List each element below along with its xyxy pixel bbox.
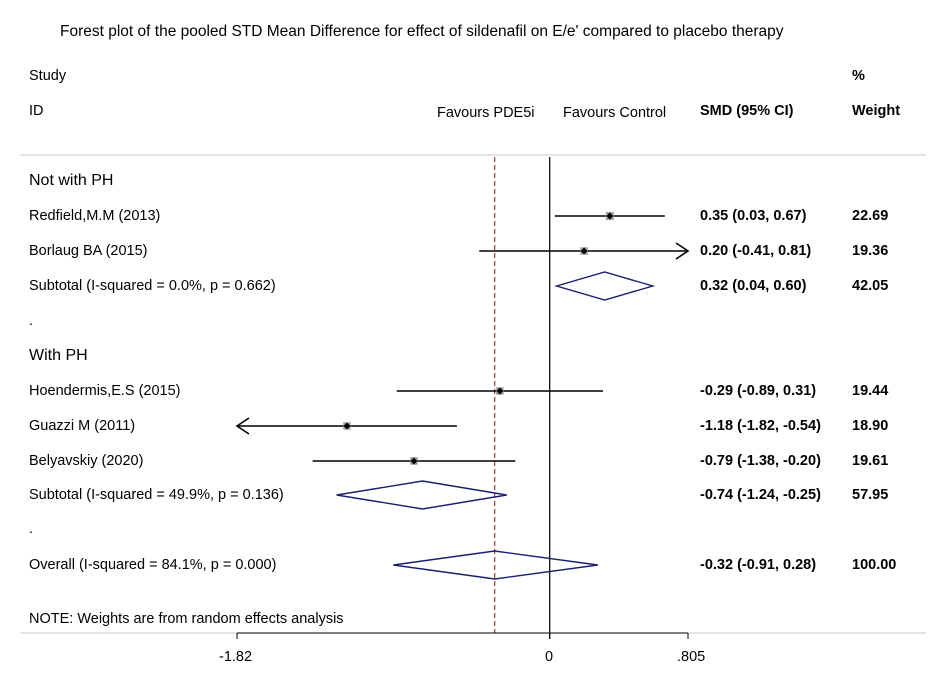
spacer-dot: .	[29, 313, 34, 329]
favours-control-label: Favours Control	[563, 105, 667, 121]
x-tick-label: 0	[545, 649, 554, 665]
ci-value: -1.18 (-1.82, -0.54)	[700, 418, 821, 434]
study-label: Redfield,M.M (2013)	[29, 208, 161, 224]
study-label: Belyavskiy (2020)	[29, 453, 144, 469]
subtotal-label: Subtotal (I-squared = 0.0%, p = 0.662)	[29, 278, 276, 294]
ci-arrow-right	[675, 242, 690, 260]
subtotal-label: Subtotal (I-squared = 49.9%, p = 0.136)	[29, 487, 284, 503]
weight-value: 42.05	[852, 278, 889, 294]
spacer-dot: .	[29, 521, 34, 537]
weight-value: 19.36	[852, 243, 889, 259]
study-label: Hoendermis,E.S (2015)	[29, 383, 181, 399]
point-estimate	[580, 247, 588, 255]
favours-pde5i-label: Favours PDE5i	[437, 105, 535, 121]
ci-value: -0.79 (-1.38, -0.20)	[700, 453, 821, 469]
subtotal-diamond	[554, 271, 656, 301]
group-label-not-with-ph: Not with PH	[29, 172, 114, 189]
overall-label: Overall (I-squared = 84.1%, p = 0.000)	[29, 557, 277, 573]
id-header: ID	[29, 103, 44, 119]
overall-diamond	[393, 550, 598, 580]
ci-value: -0.29 (-0.89, 0.31)	[700, 383, 817, 399]
chart-title: Forest plot of the pooled STD Mean Diffe…	[60, 23, 784, 40]
footnote: NOTE: Weights are from random effects an…	[29, 611, 344, 627]
weight-value: 18.90	[852, 418, 889, 434]
study-label: Guazzi M (2011)	[29, 418, 136, 434]
study-header: Study	[29, 68, 67, 84]
smd-header: SMD (95% CI)	[700, 103, 794, 119]
weight-value: 19.61	[852, 453, 889, 469]
point-estimate	[606, 212, 614, 220]
ci-value: -0.74 (-1.24, -0.25)	[700, 487, 821, 503]
point-estimate	[496, 387, 504, 395]
point-estimate	[410, 457, 418, 465]
weight-value: 22.69	[852, 208, 889, 224]
point-estimate	[343, 422, 351, 430]
subtotal-diamond	[336, 480, 507, 510]
ci-value: 0.35 (0.03, 0.67)	[700, 208, 807, 224]
x-tick-label: -1.82	[219, 649, 253, 665]
percent-header: %	[852, 68, 865, 84]
x-tick-label: .805	[677, 649, 706, 665]
weight-header: Weight	[852, 103, 901, 119]
ci-value: -0.32 (-0.91, 0.28)	[700, 557, 817, 573]
weight-value: 57.95	[852, 487, 889, 503]
ci-value: 0.32 (0.04, 0.60)	[700, 278, 807, 294]
ci-value: 0.20 (-0.41, 0.81)	[700, 243, 812, 259]
weight-value: 19.44	[852, 383, 889, 399]
group-label-with-ph: With PH	[29, 347, 88, 364]
weight-value: 100.00	[852, 557, 897, 573]
ci-arrow-left	[235, 417, 250, 435]
study-label: Borlaug BA (2015)	[29, 243, 148, 259]
